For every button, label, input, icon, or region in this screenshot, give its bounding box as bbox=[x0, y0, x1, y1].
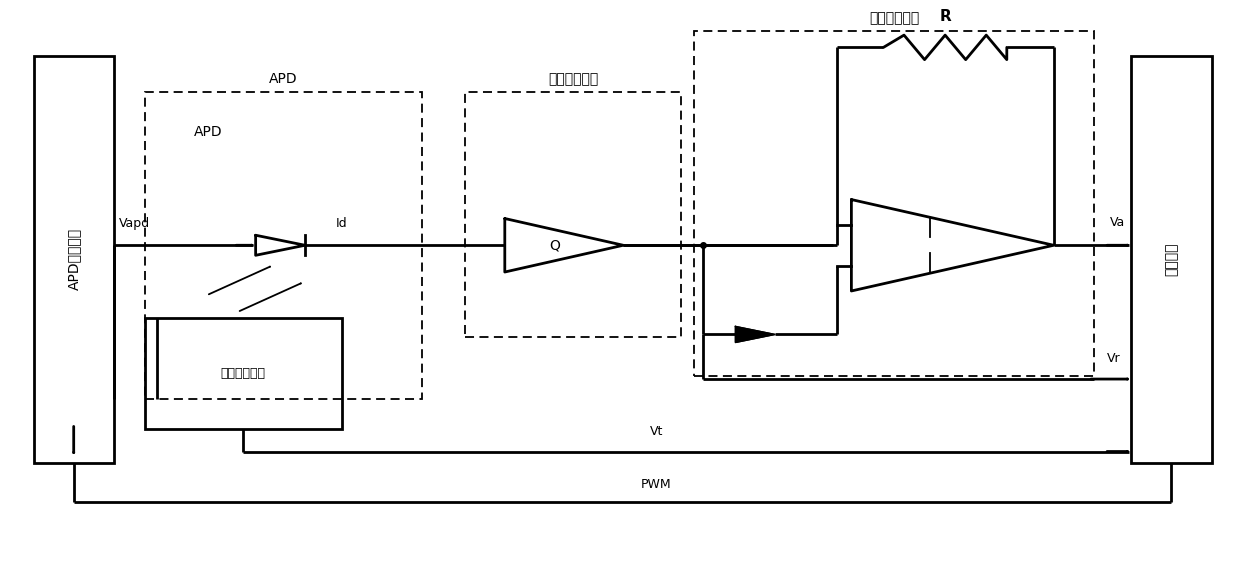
Text: Vt: Vt bbox=[649, 425, 663, 437]
Text: Q: Q bbox=[550, 238, 560, 252]
Text: APD: APD bbox=[269, 73, 297, 86]
Bar bbox=[145, 318, 342, 429]
Text: 跨阻放大电路: 跨阻放大电路 bbox=[869, 11, 919, 25]
Bar bbox=[1131, 56, 1212, 463]
Text: Vr: Vr bbox=[1106, 352, 1120, 365]
Text: Va: Va bbox=[1110, 216, 1125, 229]
Text: 温度检测电路: 温度检测电路 bbox=[221, 367, 266, 380]
Bar bbox=[466, 92, 681, 337]
Text: Vapd: Vapd bbox=[119, 217, 150, 230]
Text: 控制终端: 控制终端 bbox=[1165, 243, 1178, 276]
Bar bbox=[33, 56, 114, 463]
Text: PWM: PWM bbox=[642, 477, 672, 490]
Bar bbox=[694, 30, 1094, 376]
Text: R: R bbox=[939, 9, 952, 24]
Polygon shape bbox=[736, 327, 774, 342]
Text: APD偏压电路: APD偏压电路 bbox=[67, 228, 81, 291]
Text: APD: APD bbox=[195, 126, 223, 140]
Text: 电流放大电路: 电流放大电路 bbox=[548, 73, 598, 86]
Bar bbox=[145, 92, 422, 399]
Text: Id: Id bbox=[336, 217, 347, 230]
